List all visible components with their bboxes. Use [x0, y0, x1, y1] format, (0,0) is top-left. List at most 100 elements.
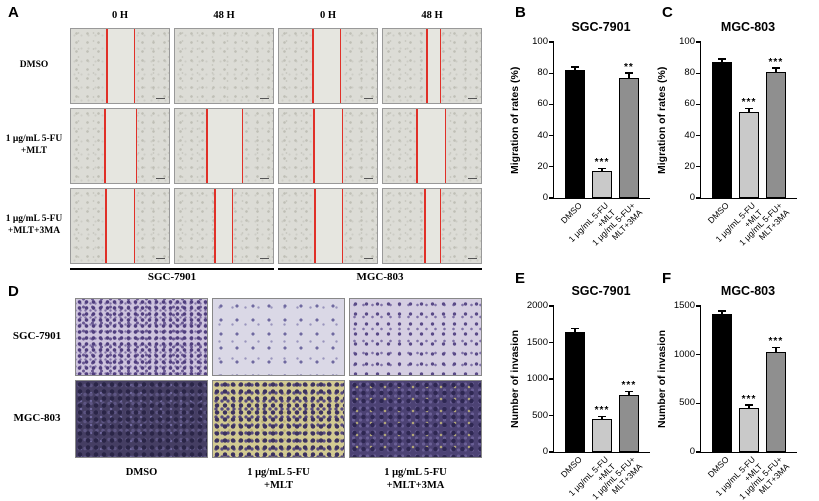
wound-gap	[314, 189, 342, 263]
y-axis-tick	[549, 197, 554, 199]
panel-d-row-label: MGC-803	[13, 412, 61, 425]
chart-plot-area: 0 500 1000 1500 DMSO *** 1 μg/mL 5-FU +MLT *** 1…	[674, 300, 797, 501]
y-axis-tick-label: 1500	[526, 336, 548, 348]
wound-edge-line	[313, 109, 315, 183]
wound-edge-line	[105, 189, 107, 263]
panel-d-label: D	[8, 283, 19, 300]
wound-gap	[206, 109, 242, 183]
significance-stars: ***	[594, 405, 610, 417]
error-bar	[628, 392, 630, 396]
y-axis-tick-label: 0	[689, 192, 695, 203]
y-axis-tick-label: 100	[532, 36, 548, 47]
error-bar	[721, 311, 723, 314]
wound-edge-line	[439, 29, 442, 103]
wound-gap	[214, 189, 232, 263]
y-axis-tick-label: 40	[537, 129, 548, 141]
microscopy-image	[174, 188, 274, 264]
y-axis-tick-label: 20	[537, 160, 548, 172]
error-bar-cap	[718, 58, 727, 60]
panel-d-col-label: 1 μg/mL 5-FU +MLT+3MA	[384, 467, 447, 492]
y-axis-tick	[549, 305, 554, 307]
bar	[712, 313, 733, 452]
wound-gap	[106, 29, 134, 103]
error-bar-cap	[771, 67, 780, 69]
wound-edge-line	[104, 109, 106, 183]
y-axis-tick	[696, 134, 701, 137]
significance-stars: ***	[768, 56, 784, 68]
panel-a-group-line	[278, 268, 482, 270]
wound-edge-line	[241, 109, 244, 183]
transwell-image	[349, 380, 482, 458]
panel-f-label: F	[662, 270, 672, 287]
y-axis-tick	[549, 341, 554, 343]
error-bar-cap	[745, 107, 753, 110]
y-axis-tick-label: 80	[684, 67, 695, 79]
panel-a-group-label: MGC-803	[356, 271, 404, 283]
y-axis-tick	[696, 451, 701, 453]
wound-gap	[313, 109, 342, 183]
wound-edge-line	[312, 29, 314, 103]
y-axis-tick-label: 1000	[526, 373, 548, 384]
panel-d-row-label: SGC-7901	[12, 330, 62, 343]
y-axis-tick	[696, 353, 701, 356]
significance-stars: ***	[621, 380, 637, 392]
chart-title: MGC-803	[720, 284, 776, 298]
y-axis-tick	[549, 378, 554, 380]
wound-edge-line	[133, 189, 136, 263]
panel-a-col-header: 0 H	[111, 10, 129, 21]
bar	[618, 77, 639, 198]
transwell-image	[75, 298, 208, 376]
panel-a-group-label: SGC-7901	[147, 271, 197, 283]
error-bar	[721, 59, 723, 63]
wound-edge-line	[416, 109, 418, 183]
error-bar	[748, 109, 750, 113]
y-axis-tick	[549, 72, 554, 74]
wound-edge-line	[444, 109, 447, 183]
y-axis-tick	[549, 166, 554, 168]
significance-stars: ***	[768, 336, 784, 348]
bar	[592, 419, 612, 452]
chart-plot-area: 0 20 40 60 80 100 DMSO *** 1 μg/mL 5-FU +MLT *** 1…	[679, 36, 797, 248]
transwell-image	[212, 380, 345, 458]
significance-stars: ***	[594, 157, 610, 169]
microscopy-image	[70, 188, 170, 264]
panel-a-col-header: 0 H	[319, 10, 337, 21]
significance-stars: ***	[741, 393, 757, 405]
panel-a-col-header: 48 H	[421, 10, 443, 21]
error-bar-cap	[598, 167, 606, 170]
wound-edge-line	[314, 189, 316, 263]
microscopy-image	[278, 108, 378, 184]
bar	[765, 351, 786, 452]
bar	[739, 112, 759, 198]
microscopy-image	[174, 108, 274, 184]
y-axis-tick	[549, 414, 554, 416]
chart-y-axis-label: Migration of rates (%)	[509, 66, 521, 174]
microscopy-image	[70, 28, 170, 104]
panel-d-col-label: DMSO	[125, 467, 158, 478]
error-bar-cap	[718, 310, 727, 312]
bar	[765, 71, 786, 198]
chart-y-axis-label: Number of invasion	[656, 330, 668, 429]
y-axis-tick-label: 80	[537, 67, 548, 79]
wound-edge-line	[341, 189, 344, 263]
error-bar	[775, 348, 777, 352]
error-bar-cap	[745, 404, 753, 406]
microscopy-image	[278, 188, 378, 264]
y-axis-tick	[696, 103, 701, 105]
error-bar	[601, 417, 603, 420]
y-axis-tick-label: 1000	[673, 348, 695, 360]
error-bar	[775, 68, 777, 72]
microscopy-image	[382, 28, 482, 104]
y-axis-tick-label: 60	[537, 98, 548, 110]
bar	[565, 70, 586, 198]
chart-plot-area: 0 500 1000 1500 2000 DMSO *** 1 μg/mL 5-FU +MLT…	[527, 300, 650, 501]
wound-edge-line	[206, 109, 208, 183]
wound-edge-line	[214, 189, 216, 263]
panel-b-label: B	[515, 4, 526, 21]
error-bar-cap	[624, 390, 633, 393]
error-bar-cap	[571, 66, 580, 68]
panel-a-row-label: 1 μg/mL 5-FU +MLT	[5, 134, 63, 156]
panel-a-group-line	[70, 268, 274, 270]
transwell-image	[212, 298, 345, 376]
